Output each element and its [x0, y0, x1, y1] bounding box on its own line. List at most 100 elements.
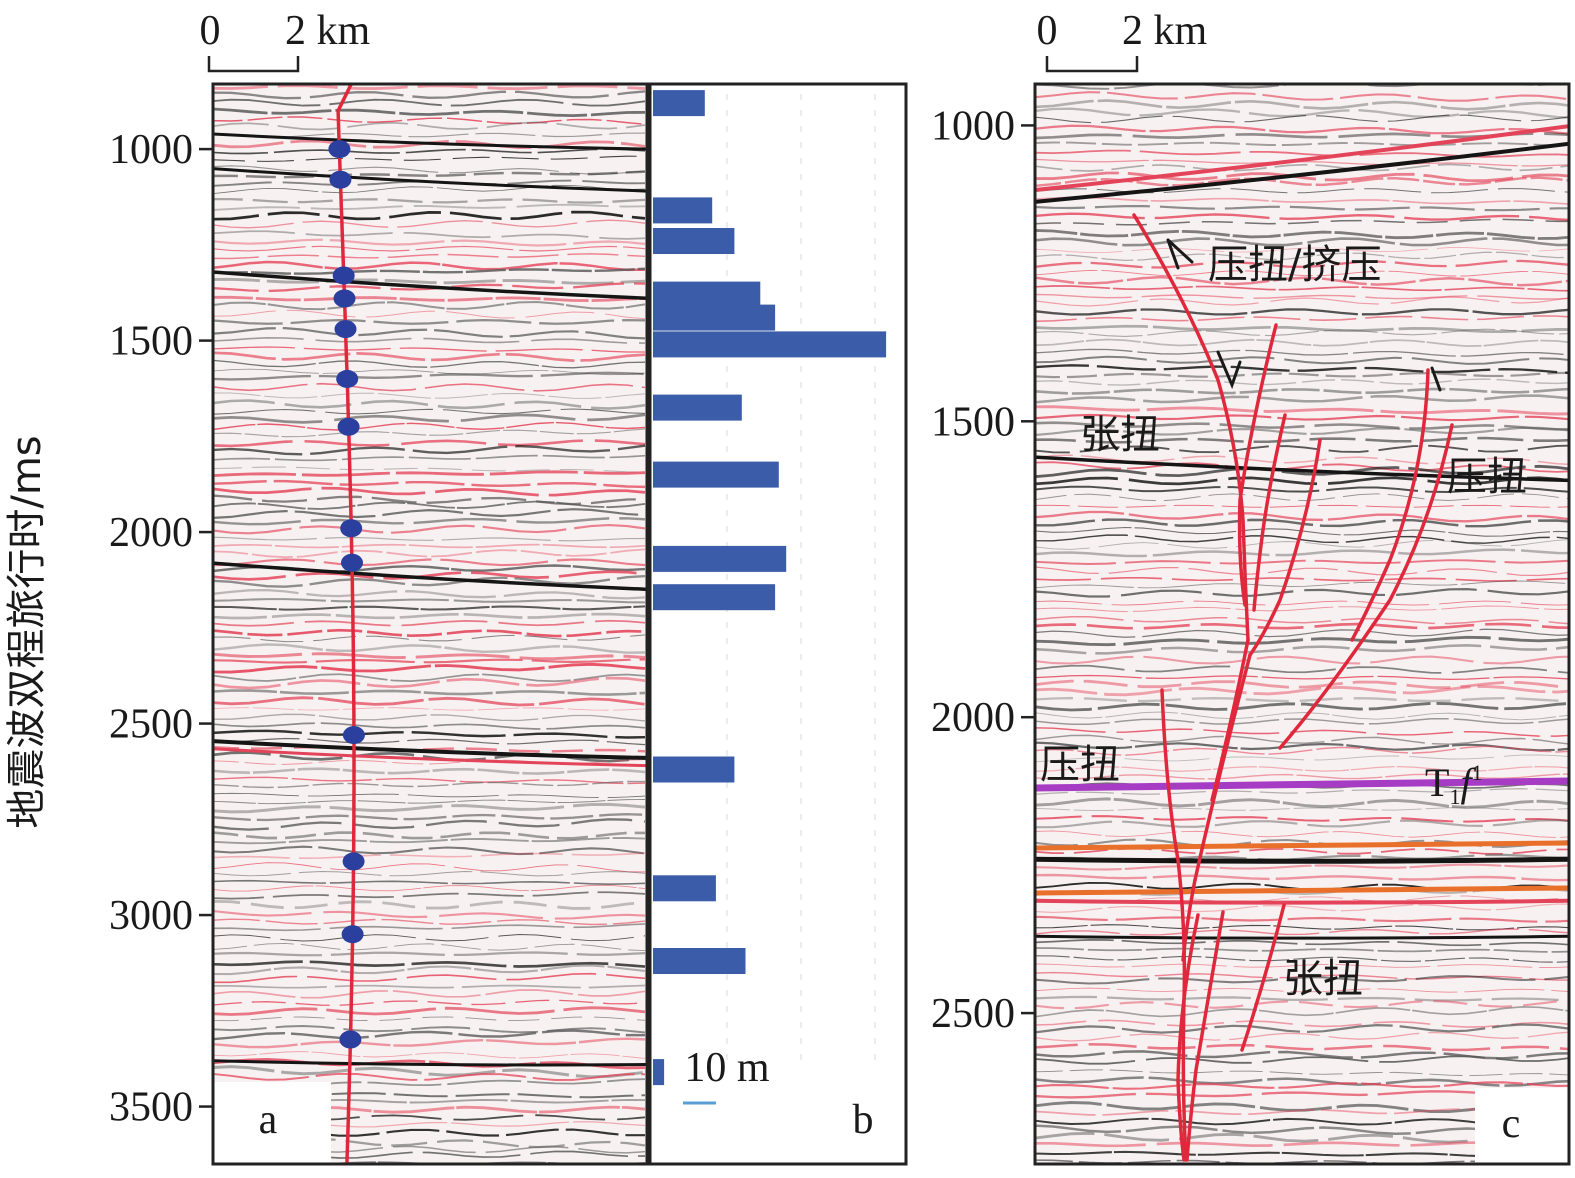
seismic-reflector [213, 722, 646, 730]
seismic-reflector [213, 1065, 646, 1079]
throw-bar [653, 545, 787, 572]
seismic-reflector [1035, 576, 1569, 582]
throw-bars [653, 90, 887, 1086]
seismic-reflector [1035, 664, 1569, 674]
y-tick-label: 2000 [109, 510, 193, 556]
seismic-reflector [213, 558, 646, 567]
seismic-reflector [1035, 987, 1569, 993]
seismic-reflector [213, 713, 646, 722]
panel-a-frame [211, 82, 649, 1166]
seismic-reflector [213, 219, 646, 229]
seismic-reflector [213, 548, 646, 559]
seismic-reflector [1035, 518, 1569, 528]
fault-point [342, 726, 365, 745]
seismic-reflector [1035, 476, 1569, 486]
seismic-reflector [213, 536, 646, 542]
seismic-reflector [1035, 355, 1569, 365]
seismic-reflector [213, 408, 646, 415]
panel-c-frame [1033, 82, 1571, 1166]
seismic-reflector [213, 318, 646, 325]
seismic-reflector [213, 346, 645, 353]
strong-reflector [213, 747, 647, 768]
seismic-reflector [213, 466, 646, 473]
seismic-reflector [1035, 328, 1569, 337]
seismic-reflector [1035, 815, 1569, 823]
seismic-reflector [213, 277, 646, 285]
seismic-reflector [213, 619, 646, 627]
seismic-reflector [1035, 580, 1569, 589]
seismic-reflector [213, 382, 646, 392]
seismic-reflector [1035, 600, 1569, 606]
seismic-reflector [1035, 655, 1569, 665]
seismic-reflector [213, 500, 646, 510]
horizon-t1f1 [1035, 777, 1569, 792]
seismic-reflector [213, 155, 646, 162]
seismic-reflector [1035, 485, 1569, 493]
annotation-compress-twist-left: 压扭 [1040, 742, 1120, 788]
seismic-reflector [1035, 228, 1569, 240]
seismic-reflector [213, 524, 646, 535]
seismic-reflector [1035, 975, 1569, 985]
seismic-reflector [213, 972, 646, 984]
scale-zero-c: 0 [1037, 8, 1058, 54]
seismic-reflector [1035, 176, 1569, 188]
seismic-reflector [213, 951, 646, 957]
seismic-reflector [1035, 765, 1569, 772]
seismic-reflector [213, 399, 646, 410]
seismic-reflector [1035, 421, 1569, 431]
seismic-reflector [213, 1037, 646, 1049]
seismic-reflector [1035, 963, 1569, 968]
y-tick-label: 1000 [109, 127, 193, 173]
seismic-reflector [213, 444, 646, 456]
seismic-reflector [213, 643, 646, 654]
fault-trace-a [328, 84, 365, 1164]
fault-point [332, 266, 355, 285]
strong-reflector [213, 132, 647, 151]
seismic-reflector [1035, 587, 1569, 598]
seismic-reflector [1035, 745, 1569, 756]
seismic-reflector [213, 910, 646, 920]
seismic-reflector [1035, 296, 1569, 307]
seismic-reflector [1035, 394, 1569, 404]
seismic-reflector [1035, 188, 1569, 194]
seismic-reflector [1035, 444, 1569, 454]
seismic-reflector [1035, 863, 1569, 871]
seismic-reflector [213, 813, 646, 822]
horizon-orange-upper [1035, 840, 1569, 851]
fault-point [340, 519, 363, 538]
seismic-reflector [213, 371, 646, 381]
seismic-reflector [1035, 635, 1569, 647]
seismic-reflector [1035, 364, 1569, 375]
scale-bar-c: 0 2 km [1037, 8, 1208, 73]
fault-point [336, 369, 359, 388]
seismic-reflector [1035, 807, 1569, 812]
seismic-reflector [213, 918, 646, 926]
seismic-reflector [213, 282, 646, 293]
seismic-reflector [1035, 928, 1569, 936]
seismic-reflector [1035, 734, 1569, 745]
seismic-reflector [213, 116, 646, 126]
seismic-reflector [213, 121, 646, 131]
seismic-reflector [1035, 873, 1569, 882]
seismic-reflector [1035, 773, 1569, 780]
throw-bar [653, 584, 776, 611]
scale-value-a: 2 km [285, 8, 371, 54]
seismic-reflector [1035, 1055, 1569, 1065]
seismic-reflector [213, 658, 646, 664]
strong-reflector [1035, 934, 1569, 940]
seismic-reflector [213, 745, 646, 753]
seismic-reflector [213, 729, 646, 739]
y-tick-label: 3500 [109, 1085, 193, 1131]
seismic-reflector [213, 767, 646, 775]
seismic-reflector [1035, 107, 1569, 119]
strong-reflector [213, 561, 647, 592]
seismic-reflector [1035, 426, 1569, 437]
seismic-reflector [1035, 955, 1569, 963]
seismic-reflector [213, 984, 646, 989]
seismic-reflector [1035, 378, 1569, 386]
seismic-reflector [213, 210, 646, 221]
seismic-reflector [1035, 903, 1569, 914]
seismic-reflector [1035, 371, 1569, 379]
seismic-reflector [213, 170, 646, 179]
